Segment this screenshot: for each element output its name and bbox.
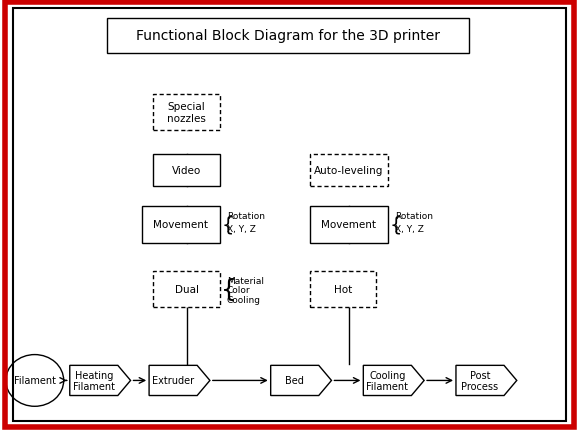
Bar xyxy=(107,18,469,54)
Text: Movement: Movement xyxy=(153,220,208,230)
Text: Hot: Hot xyxy=(334,284,352,294)
Bar xyxy=(153,271,220,307)
Text: Bed: Bed xyxy=(285,375,304,386)
Bar xyxy=(153,155,220,187)
Text: {: { xyxy=(389,215,401,234)
Text: Material: Material xyxy=(227,276,264,285)
Ellipse shape xyxy=(6,355,64,406)
Text: Auto-leveling: Auto-leveling xyxy=(314,166,383,176)
Polygon shape xyxy=(270,366,331,396)
Text: {: { xyxy=(221,215,233,234)
Bar xyxy=(310,271,376,307)
Bar xyxy=(153,95,220,131)
Text: Video: Video xyxy=(172,166,201,176)
Polygon shape xyxy=(364,366,424,396)
Bar xyxy=(310,206,388,243)
Text: Cooling
Filament: Cooling Filament xyxy=(367,370,408,391)
Text: Movement: Movement xyxy=(321,220,376,230)
Text: Post
Process: Post Process xyxy=(461,370,499,391)
Text: Cooling: Cooling xyxy=(227,296,261,304)
Polygon shape xyxy=(69,366,130,396)
Text: X, Y, Z: X, Y, Z xyxy=(395,224,424,233)
Text: Dual: Dual xyxy=(175,284,199,294)
Polygon shape xyxy=(456,366,516,396)
Text: Color: Color xyxy=(227,286,251,295)
Bar xyxy=(142,206,220,243)
Text: Heating
Filament: Heating Filament xyxy=(73,370,115,391)
Text: X, Y, Z: X, Y, Z xyxy=(227,224,256,233)
Polygon shape xyxy=(149,366,210,396)
Text: Functional Block Diagram for the 3D printer: Functional Block Diagram for the 3D prin… xyxy=(136,29,441,43)
Bar xyxy=(310,155,388,187)
Text: Extruder: Extruder xyxy=(152,375,194,386)
Text: Filament: Filament xyxy=(14,375,56,386)
Text: {: { xyxy=(221,277,237,301)
Text: Rotation: Rotation xyxy=(227,212,265,220)
Text: Rotation: Rotation xyxy=(395,212,433,220)
Text: Special
nozzles: Special nozzles xyxy=(167,102,206,124)
